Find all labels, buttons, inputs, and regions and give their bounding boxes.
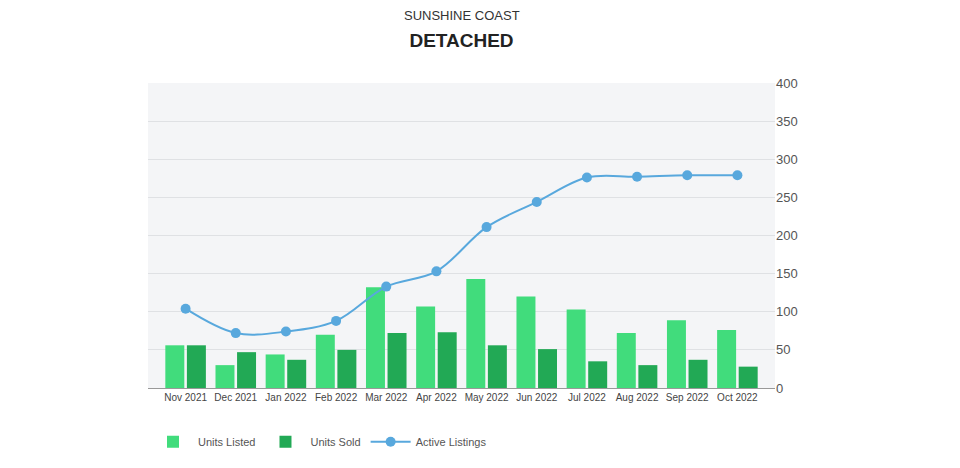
- svg-text:Units Listed: Units Listed: [198, 436, 255, 448]
- svg-text:Mar 2022: Mar 2022: [365, 392, 408, 403]
- svg-text:Jul 2022: Jul 2022: [568, 392, 606, 403]
- svg-text:400: 400: [776, 76, 798, 91]
- svg-text:0: 0: [776, 381, 783, 396]
- svg-text:150: 150: [776, 266, 798, 281]
- svg-text:May 2022: May 2022: [465, 392, 509, 403]
- svg-text:200: 200: [776, 228, 798, 243]
- svg-text:Apr 2022: Apr 2022: [416, 392, 457, 403]
- svg-text:300: 300: [776, 152, 798, 167]
- svg-text:Feb 2022: Feb 2022: [315, 392, 358, 403]
- svg-text:DETACHED: DETACHED: [409, 30, 513, 51]
- svg-text:Nov 2021: Nov 2021: [164, 392, 207, 403]
- svg-text:Units Sold: Units Sold: [310, 436, 360, 448]
- svg-text:Sep 2022: Sep 2022: [666, 392, 709, 403]
- svg-text:50: 50: [776, 342, 790, 357]
- svg-text:Active Listings: Active Listings: [416, 436, 487, 448]
- svg-text:Aug 2022: Aug 2022: [616, 392, 659, 403]
- svg-text:250: 250: [776, 190, 798, 205]
- svg-text:100: 100: [776, 304, 798, 319]
- svg-text:Jun 2022: Jun 2022: [516, 392, 558, 403]
- svg-text:SUNSHINE COAST: SUNSHINE COAST: [404, 8, 520, 23]
- svg-text:350: 350: [776, 114, 798, 129]
- svg-text:Oct 2022: Oct 2022: [717, 392, 758, 403]
- svg-text:Dec 2021: Dec 2021: [214, 392, 257, 403]
- svg-text:Jan 2022: Jan 2022: [265, 392, 307, 403]
